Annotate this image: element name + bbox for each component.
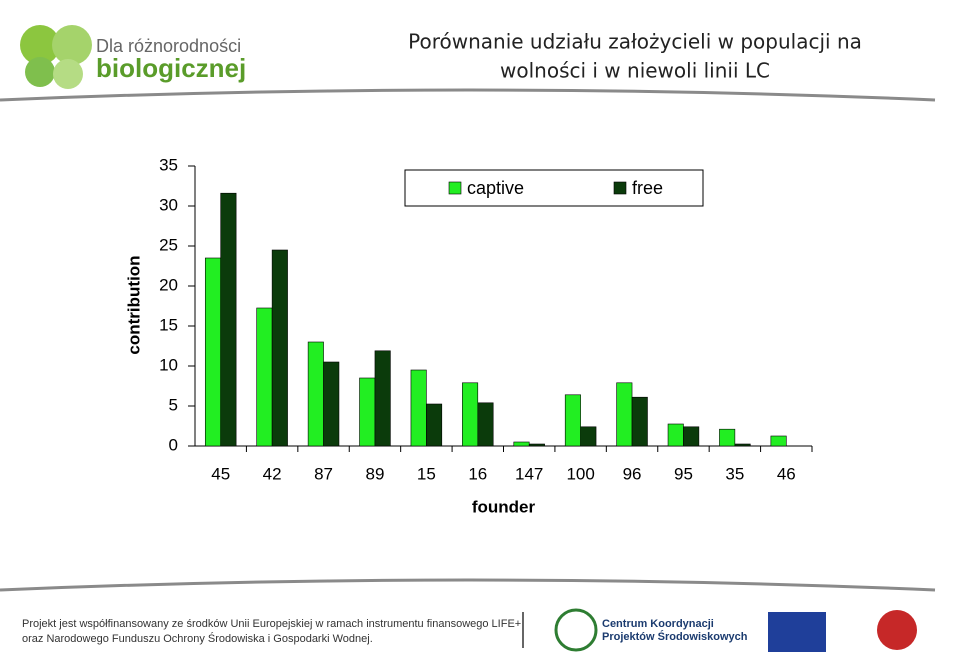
logo-icon: [20, 25, 60, 65]
bar: [256, 307, 273, 447]
partner-logo: [554, 608, 598, 652]
legend-label: free: [632, 178, 663, 198]
footer-text: oraz Narodowego Funduszu Ochrony Środowi…: [22, 632, 373, 645]
x-tick-label: 46: [777, 464, 796, 483]
title: Porównanie udziału założycieli w populac…: [408, 30, 862, 54]
x-axis-label: founder: [472, 497, 536, 516]
y-tick-label: 5: [169, 395, 178, 414]
bar: [374, 350, 391, 447]
legend-label: captive: [467, 178, 524, 198]
divider: [0, 88, 936, 102]
divider: [0, 578, 936, 592]
bar: [528, 443, 545, 447]
x-tick-label: 45: [211, 464, 230, 483]
logo-icon: [25, 57, 55, 87]
bar: [513, 441, 530, 447]
x-tick-label: 96: [623, 464, 642, 483]
bar: [770, 435, 787, 447]
footer-text: Projekt jest współfinansowany ze środków…: [22, 618, 521, 630]
bar: [220, 192, 237, 447]
bar: [477, 402, 494, 447]
bar: [564, 394, 581, 447]
y-tick-label: 0: [169, 435, 178, 454]
eu-logo: [768, 612, 826, 652]
y-tick-label: 25: [159, 235, 178, 254]
legend-swatch: [613, 181, 627, 195]
nfos-logo: [877, 610, 917, 650]
y-tick-label: 35: [159, 155, 178, 174]
bar: [580, 426, 597, 447]
bar: [323, 361, 340, 447]
bar: [359, 377, 376, 447]
title: wolności i w niewoli linii LC: [500, 59, 770, 83]
chart: 0 5 10 15 20 25 30 35 contribution founder 45 42 87 8…: [124, 155, 813, 516]
y-tick-label: 20: [159, 275, 178, 294]
bar: [683, 426, 700, 447]
legend-swatch: [448, 181, 462, 195]
x-tick-label: 100: [566, 464, 594, 483]
bar: [616, 382, 633, 447]
x-tick-label: 35: [725, 464, 744, 483]
bar: [410, 369, 427, 447]
y-tick-label: 30: [159, 195, 178, 214]
logo-icon: [52, 25, 92, 65]
logo-text: biologicznej: [96, 53, 246, 83]
bar: [426, 403, 443, 447]
x-tick-label: 15: [417, 464, 436, 483]
bar: [271, 249, 288, 447]
bar: [667, 423, 684, 447]
bar: [719, 428, 736, 447]
x-tick-label: 87: [314, 464, 333, 483]
x-tick-label: 16: [468, 464, 487, 483]
bar: [631, 396, 648, 447]
y-tick-label: 15: [159, 315, 178, 334]
logo-text: Dla różnorodności: [96, 36, 241, 56]
x-tick-label: 89: [365, 464, 384, 483]
partner-text: Projektów Środowiskowych: [602, 630, 748, 643]
x-tick-label: 147: [515, 464, 543, 483]
x-tick-label: 95: [674, 464, 693, 483]
bar: [734, 443, 751, 447]
bar: [462, 382, 479, 447]
x-tick-label: 42: [263, 464, 282, 483]
bar: [204, 257, 222, 447]
y-tick-label: 10: [159, 355, 178, 374]
bar: [307, 341, 324, 447]
partner-text: Centrum Koordynacji: [602, 618, 714, 630]
y-axis-label: contribution: [124, 255, 143, 354]
logo-icon: [53, 59, 83, 89]
